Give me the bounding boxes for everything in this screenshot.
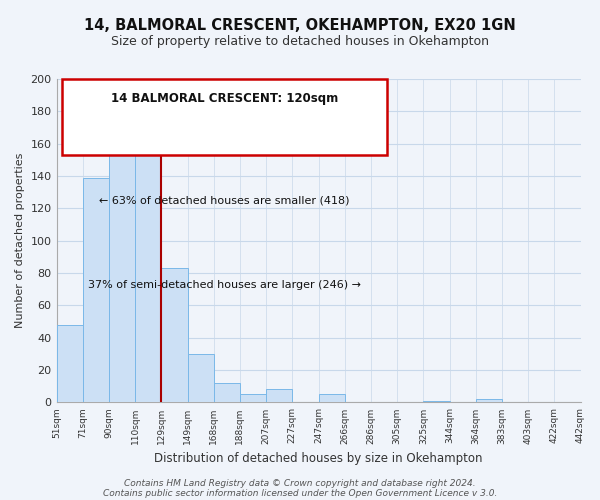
Text: Contains HM Land Registry data © Crown copyright and database right 2024.: Contains HM Land Registry data © Crown c… bbox=[124, 478, 476, 488]
Y-axis label: Number of detached properties: Number of detached properties bbox=[15, 153, 25, 328]
FancyBboxPatch shape bbox=[62, 79, 386, 155]
Bar bbox=[240, 394, 266, 402]
Bar bbox=[135, 140, 161, 402]
Bar bbox=[424, 401, 449, 402]
Bar bbox=[476, 399, 502, 402]
Bar bbox=[319, 394, 345, 402]
Text: 37% of semi-detached houses are larger (246) →: 37% of semi-detached houses are larger (… bbox=[88, 280, 361, 289]
Bar bbox=[214, 383, 240, 402]
Text: 14 BALMORAL CRESCENT: 120sqm: 14 BALMORAL CRESCENT: 120sqm bbox=[110, 92, 338, 105]
Bar bbox=[188, 354, 214, 403]
X-axis label: Distribution of detached houses by size in Okehampton: Distribution of detached houses by size … bbox=[154, 452, 483, 465]
Bar bbox=[109, 132, 135, 402]
Bar bbox=[56, 325, 83, 402]
Bar bbox=[266, 390, 292, 402]
Bar bbox=[83, 178, 109, 402]
Text: Size of property relative to detached houses in Okehampton: Size of property relative to detached ho… bbox=[111, 35, 489, 48]
Text: 14, BALMORAL CRESCENT, OKEHAMPTON, EX20 1GN: 14, BALMORAL CRESCENT, OKEHAMPTON, EX20 … bbox=[84, 18, 516, 32]
Text: ← 63% of detached houses are smaller (418): ← 63% of detached houses are smaller (41… bbox=[99, 196, 349, 205]
Text: Contains public sector information licensed under the Open Government Licence v : Contains public sector information licen… bbox=[103, 488, 497, 498]
Bar bbox=[161, 268, 188, 402]
